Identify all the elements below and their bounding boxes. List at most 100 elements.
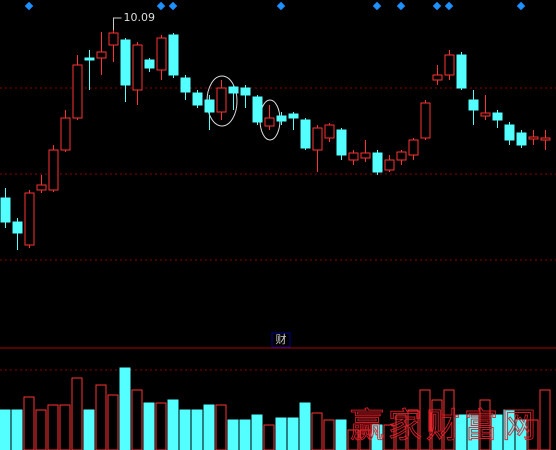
volume-bar	[83, 409, 95, 450]
info-label-box[interactable]	[271, 332, 291, 348]
candle-body	[12, 221, 23, 234]
candle-body	[180, 77, 191, 93]
watermark: 赢家财富网	[350, 406, 540, 446]
plot: 10.09	[0, 11, 551, 450]
candle-body	[444, 54, 455, 76]
volume-bar	[287, 417, 299, 450]
info-marker[interactable]	[396, 1, 406, 11]
info-label[interactable]: 财	[276, 332, 287, 346]
volume-bar	[419, 389, 431, 450]
candle-body	[516, 132, 527, 146]
info-marker[interactable]	[372, 1, 382, 11]
info-marker[interactable]	[276, 1, 286, 11]
volume-bar	[479, 399, 491, 450]
volume-bar	[455, 414, 467, 450]
volume-bar	[371, 424, 383, 450]
candle-body	[0, 197, 11, 223]
candle-body	[540, 137, 551, 141]
candle-body	[120, 39, 131, 86]
volume-bar	[347, 429, 359, 450]
volume-bar	[59, 404, 71, 450]
volume-bar	[35, 409, 47, 450]
volume-bar	[527, 419, 539, 450]
volume-bar	[359, 429, 371, 450]
volume-bar	[251, 414, 263, 450]
candle-body	[60, 117, 71, 151]
candle-body	[228, 86, 239, 94]
candle-body	[204, 99, 215, 113]
volume-bar	[311, 412, 323, 450]
volume-bar	[263, 424, 275, 450]
volume-bar	[503, 409, 515, 450]
candle-body	[432, 74, 443, 81]
candle-body	[396, 151, 407, 161]
candle-body	[84, 57, 95, 61]
volume-bar	[227, 419, 239, 450]
candle-body	[252, 96, 263, 123]
info-marker[interactable]	[168, 1, 178, 11]
candle-body	[192, 92, 203, 106]
candle-body	[96, 51, 107, 59]
info-marker[interactable]	[24, 1, 34, 11]
candle-body	[36, 184, 47, 191]
info-marker[interactable]	[444, 1, 454, 11]
volume-bar	[275, 417, 287, 450]
volume-bar	[431, 399, 443, 450]
candle-body	[408, 139, 419, 156]
candle-body	[144, 59, 155, 69]
volume-bar	[395, 414, 407, 450]
candle-body	[324, 124, 335, 139]
volume-bar	[107, 394, 119, 450]
info-markers	[24, 1, 526, 11]
candle-body	[468, 99, 479, 111]
volume-bar	[0, 409, 11, 450]
volume-bar	[47, 404, 59, 450]
volume-bar	[407, 409, 419, 450]
grid	[0, 87, 556, 371]
candle-body	[288, 113, 299, 119]
candle-body	[48, 149, 59, 191]
candle-body	[504, 124, 515, 141]
volume-bar	[95, 384, 107, 450]
candle-body	[108, 32, 119, 46]
volume-bar	[191, 409, 203, 450]
volume-bar	[335, 419, 347, 450]
volume-bar	[11, 409, 23, 450]
candle-body	[240, 87, 251, 96]
info-marker[interactable]	[432, 1, 442, 11]
candle-body	[24, 192, 35, 246]
volume-bar	[71, 377, 83, 450]
candle-body	[300, 119, 311, 149]
candle-body	[348, 152, 359, 161]
volume-bar	[443, 389, 455, 450]
volume-bar	[203, 404, 215, 450]
high-label: 10.09	[124, 11, 156, 24]
candle-body	[276, 115, 287, 122]
volume-bar	[119, 367, 131, 450]
candle-body	[528, 136, 539, 140]
volume-bar	[239, 419, 251, 450]
high-label-arrow	[113, 17, 122, 30]
candle-body	[336, 129, 347, 156]
candle-body	[420, 102, 431, 139]
volume-bar	[215, 404, 227, 450]
candle-body	[168, 34, 179, 76]
candle-body	[492, 112, 503, 121]
volume-bar	[299, 402, 311, 450]
volume-bar	[467, 414, 479, 450]
candle-body	[72, 64, 83, 119]
volume-bar	[539, 389, 551, 450]
candle-body	[264, 117, 275, 127]
info-marker[interactable]	[156, 1, 166, 11]
candle-body	[132, 44, 143, 91]
candle-body	[480, 112, 491, 117]
candle-body	[312, 127, 323, 151]
candle-body	[360, 152, 371, 159]
volume-bar	[167, 399, 179, 450]
volume-bar	[179, 409, 191, 450]
info-marker[interactable]	[516, 1, 526, 11]
candle-body	[372, 152, 383, 173]
candle-body	[456, 54, 467, 89]
volume-bar	[23, 396, 35, 450]
